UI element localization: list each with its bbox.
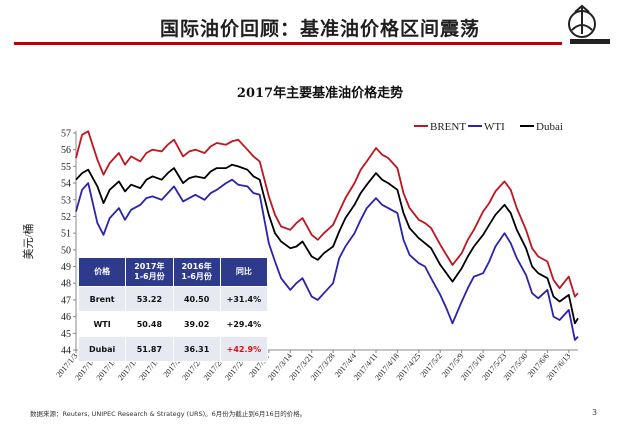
table-cell: +29.4%: [220, 312, 267, 337]
table-cell: +31.4%: [220, 287, 267, 312]
y-tick-label: 52: [61, 212, 71, 223]
table-row: Dubai 51.87 36.31 +42.9%: [79, 337, 268, 362]
table-row: Brent 53.22 40.50 +31.4%: [79, 287, 268, 312]
y-tick-label: 55: [61, 162, 71, 173]
legend-label: Dubai: [536, 121, 563, 133]
y-tick-label: 53: [61, 195, 71, 206]
y-tick-label: 47: [61, 295, 71, 306]
y-tick-label: 45: [61, 329, 71, 340]
table-header-row: 价格 2017年 1-6月份 2016年 1-6月份 同比: [79, 258, 268, 287]
oil-price-line-chart: 44454647484950515253545556572017/1/32017…: [0, 0, 640, 430]
table-cell: Brent: [79, 287, 126, 312]
table-header-cell: 同比: [220, 258, 267, 287]
y-tick-label: 54: [61, 179, 71, 190]
table-row: WTI 50.48 39.02 +29.4%: [79, 312, 268, 337]
price-comparison-table: 价格 2017年 1-6月份 2016年 1-6月份 同比 Brent 53.22 …: [78, 257, 268, 362]
y-tick-label: 56: [61, 145, 71, 156]
source-footnote: 数据来源：Reuters, UNIPEC Research & Strategy…: [30, 408, 306, 418]
table-cell-highlight: +42.9%: [220, 337, 267, 362]
y-tick-label: 48: [61, 279, 71, 290]
y-tick-label: 51: [61, 229, 71, 240]
y-tick-label: 57: [61, 129, 71, 140]
y-tick-label: 49: [61, 262, 71, 273]
table-cell: 50.48: [126, 312, 173, 337]
table-cell: 39.02: [173, 312, 220, 337]
y-axis-label: 美元/桶: [21, 223, 35, 259]
page-number: 3: [592, 408, 597, 417]
table-cell: 40.50: [173, 287, 220, 312]
legend-label: WTI: [484, 121, 505, 133]
y-tick-label: 46: [61, 312, 71, 323]
table-cell: WTI: [79, 312, 126, 337]
table-cell: 51.87: [126, 337, 173, 362]
table-header-cell: 价格: [79, 258, 126, 287]
legend-label: BRENT: [430, 121, 466, 133]
table-cell: 36.31: [173, 337, 220, 362]
table-header-cell: 2016年 1-6月份: [173, 258, 220, 287]
table-cell: 53.22: [126, 287, 173, 312]
table-header-cell: 2017年 1-6月份: [126, 258, 173, 287]
y-tick-label: 50: [61, 245, 71, 256]
table-cell: Dubai: [79, 337, 126, 362]
x-tick-label: 2017/5/2: [419, 352, 444, 380]
